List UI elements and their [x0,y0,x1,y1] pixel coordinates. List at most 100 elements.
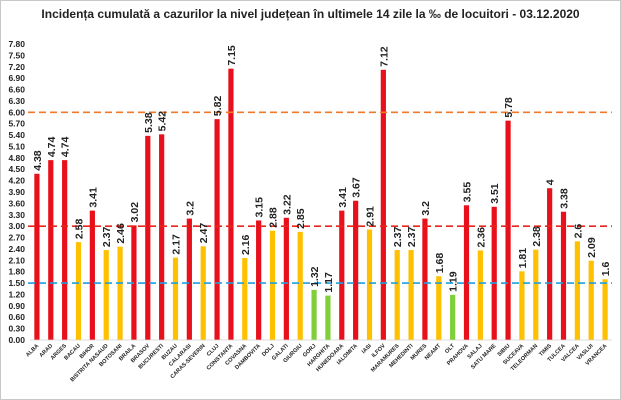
bar [450,294,456,340]
bar [325,295,331,340]
y-tick-label: 0.00 [8,335,25,345]
bar [560,211,567,340]
data-labels: 4.384.74 4.742.583.412.37 2.463.025.38 5.42… [32,45,612,293]
data-label: 1.19 [448,271,460,292]
bar [145,135,151,340]
bar [186,218,192,340]
data-label: 2.37 [406,226,418,247]
bar [48,160,54,340]
data-label: 4.74 [60,137,72,158]
data-label: 3.41 [87,187,99,208]
data-label: 1.68 [434,253,446,274]
bar [200,246,206,340]
y-tick-label: 3.90 [8,187,25,197]
bar [34,173,40,340]
y-tick-label: 5.40 [8,130,25,140]
y-tick-label: 0.60 [8,312,25,322]
y-tick-label: 7.80 [8,39,25,49]
data-label: 2.38 [531,226,543,247]
bar [588,260,594,340]
data-label: 2.09 [586,237,598,258]
data-label: 7.12 [378,46,390,67]
y-tick-label: 5.70 [8,119,25,129]
y-tick-label: 3.30 [8,210,25,220]
y-axis: 0.000.30 0.600.90 1.201.501.80 2.102.402.70… [8,39,25,345]
bar [519,271,525,340]
bar [75,242,82,340]
bar [463,205,470,340]
bar [89,210,95,340]
bar [256,220,262,340]
y-tick-label: 4.50 [8,164,25,174]
bar [62,160,68,340]
bar [380,69,386,341]
data-label: 1.32 [309,266,321,287]
data-label: 5.78 [503,97,515,118]
data-label: 2.88 [268,207,280,228]
bar [214,119,220,340]
y-tick-label: 7.50 [8,50,25,60]
data-label: 3.55 [462,182,474,203]
y-tick-label: 4.80 [8,153,25,163]
bar [394,250,400,340]
y-tick-label: 0.90 [8,301,25,311]
bar [117,246,123,340]
threshold-lines [28,111,612,284]
bar [172,257,179,340]
bar [574,241,580,340]
bar [602,279,608,340]
bar [505,120,511,341]
bar [533,249,539,340]
y-tick-label: 6.60 [8,85,25,95]
y-tick-label: 2.40 [8,244,25,254]
y-tick-label: 6.30 [8,96,25,106]
data-label: 3.51 [489,183,501,204]
bar [547,188,553,340]
bar [269,230,276,340]
data-label: 2.58 [74,218,86,239]
data-label: 3.2 [420,201,432,216]
y-tick-label: 7.20 [8,62,25,72]
bar [159,134,165,340]
chart-title: Incidența cumulată a cazurilor la nivel … [41,7,580,21]
bar [311,289,317,340]
data-label: 3.22 [281,194,293,215]
bar [422,218,428,340]
bar [339,210,345,340]
y-tick-label: 0.30 [8,324,25,334]
data-label: 7.15 [226,45,238,66]
bar [228,68,234,341]
bar [408,250,414,340]
data-label: 3.2 [184,201,196,216]
y-tick-label: 1.50 [8,278,25,288]
data-label: 1.6 [600,262,612,277]
data-label: 3.02 [129,202,141,223]
bar [353,200,359,340]
bars [34,68,608,341]
y-tick-label: 3.00 [8,221,25,231]
data-label: 1.81 [517,248,529,269]
data-label: 4 [545,179,557,185]
data-label: 2.36 [475,227,487,248]
data-label: 5.82 [212,96,224,117]
data-label: 5.42 [157,111,169,132]
data-label: 2.91 [365,206,377,227]
data-label: 1.17 [323,272,335,293]
bar [283,217,289,340]
data-label: 2.47 [198,223,210,244]
y-tick-label: 6.90 [8,73,25,83]
data-label: 2.6 [572,224,584,239]
data-label: 3.41 [337,187,349,208]
data-label: 2.46 [115,223,127,244]
data-label: 2.85 [295,208,307,229]
data-label: 4.38 [32,150,44,171]
y-tick-label: 6.00 [8,107,25,117]
data-label: 2.37 [392,226,404,247]
y-tick-label: 3.60 [8,198,25,208]
y-tick-label: 2.70 [8,233,25,243]
data-label: 3.67 [351,177,363,198]
y-tick-label: 2.10 [8,255,25,265]
